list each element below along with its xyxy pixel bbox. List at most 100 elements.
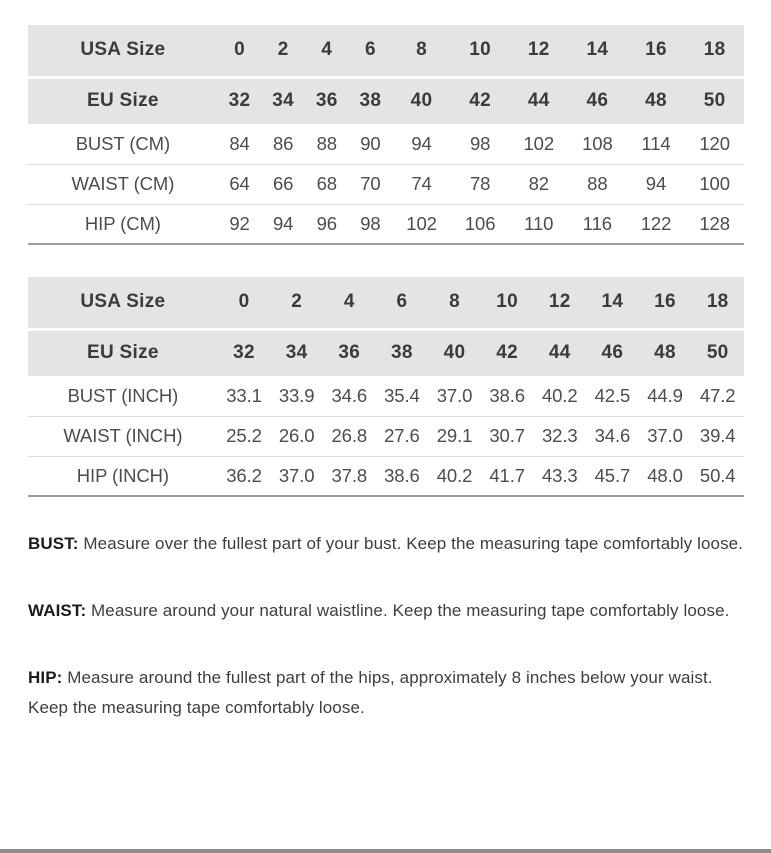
measurement-value-cell: 50.4 [691, 456, 744, 497]
measurement-value-cell: 78 [450, 164, 510, 205]
measurement-value-cell: 110 [509, 204, 569, 245]
measurement-value-cell: 98 [348, 204, 393, 245]
measurement-value-cell: 120 [685, 124, 744, 165]
size-value-cell: 18 [685, 25, 744, 79]
measurement-row-label: BUST (CM) [28, 124, 218, 165]
size-value-cell: 18 [691, 277, 744, 331]
size-value-cell: 50 [685, 77, 744, 124]
measurement-value-cell: 26.8 [322, 416, 376, 457]
measurement-value-cell: 39.4 [691, 416, 744, 457]
size-value-cell: 50 [691, 329, 744, 376]
measurement-value-cell: 108 [568, 124, 627, 165]
measurement-value-cell: 88 [568, 164, 627, 205]
measurement-value-cell: 64 [217, 164, 262, 205]
note-bust-text: Measure over the fullest part of your bu… [83, 534, 744, 553]
note-hip-text: Measure around the fullest part of the h… [28, 668, 713, 717]
measurement-value-cell: 30.7 [480, 416, 534, 457]
measurement-value-cell: 40.2 [533, 376, 587, 417]
size-table-inch: USA Size 0 2 4 6 8 10 12 14 16 18 EU Size 32 34 36 38 40… [28, 277, 744, 497]
note-waist-term: WAIST: [28, 601, 87, 620]
measurement-value-cell: 88 [304, 124, 349, 165]
size-value-cell: 10 [480, 277, 534, 331]
measurement-row: BUST (INCH) 33.1 33.9 34.6 35.4 37.0 38.6 40.2 4… [28, 376, 744, 417]
size-row-label: EU Size [28, 77, 218, 124]
size-value-cell: 2 [261, 25, 305, 79]
measurement-value-cell: 82 [509, 164, 569, 205]
measurement-value-cell: 92 [217, 204, 262, 245]
size-value-cell: 46 [568, 77, 627, 124]
measurement-value-cell: 70 [348, 164, 393, 205]
measurement-row: WAIST (INCH) 25.2 26.0 26.8 27.6 29.1 30.7 32.3… [28, 416, 744, 457]
size-value-cell: 10 [450, 25, 510, 79]
size-value-cell: 14 [568, 25, 627, 79]
size-value-cell: 32 [217, 77, 262, 124]
measurement-value-cell: 33.1 [217, 376, 271, 417]
measurement-value-cell: 90 [348, 124, 393, 165]
measurement-value-cell: 47.2 [691, 376, 744, 417]
measurement-value-cell: 86 [261, 124, 305, 165]
size-row-label: USA Size [28, 25, 218, 79]
measurement-row-label: WAIST (CM) [28, 164, 218, 205]
measurement-value-cell: 68 [304, 164, 349, 205]
measurement-row: HIP (CM) 92 94 96 98 102 106 110 116 122 128 [28, 204, 744, 245]
measurement-value-cell: 43.3 [533, 456, 587, 497]
measurement-value-cell: 102 [392, 204, 451, 245]
note-waist: WAIST: Measure around your natural waist… [28, 596, 744, 626]
size-value-cell: 4 [304, 25, 349, 79]
size-guide-page: USA Size 0 2 4 6 8 10 12 14 16 18 EU Size 32 34 36 38 40… [28, 25, 744, 723]
measurement-row: HIP (INCH) 36.2 37.0 37.8 38.6 40.2 41.7 43.3 45… [28, 456, 744, 497]
measurement-value-cell: 74 [392, 164, 451, 205]
measurement-value-cell: 38.6 [375, 456, 429, 497]
measurement-value-cell: 98 [450, 124, 510, 165]
size-value-cell: 34 [270, 329, 323, 376]
measurement-value-cell: 36.2 [217, 456, 271, 497]
size-value-cell: 8 [428, 277, 481, 331]
measurement-value-cell: 37.0 [638, 416, 692, 457]
measurement-value-cell: 42.5 [586, 376, 639, 417]
size-row-label: USA Size [28, 277, 218, 331]
measurement-value-cell: 128 [685, 204, 744, 245]
measurement-value-cell: 25.2 [217, 416, 271, 457]
measurement-value-cell: 37.0 [428, 376, 481, 417]
size-value-cell: 8 [392, 25, 451, 79]
size-value-cell: 38 [348, 77, 393, 124]
measurement-value-cell: 34.6 [322, 376, 376, 417]
size-value-cell: 40 [428, 329, 481, 376]
size-value-cell: 44 [533, 329, 587, 376]
size-value-cell: 38 [375, 329, 429, 376]
measurement-value-cell: 94 [626, 164, 686, 205]
size-value-cell: 4 [322, 277, 376, 331]
measurement-value-cell: 66 [261, 164, 305, 205]
size-value-cell: 6 [375, 277, 429, 331]
measurement-value-cell: 26.0 [270, 416, 323, 457]
measurement-value-cell: 116 [568, 204, 627, 245]
measurement-value-cell: 37.8 [322, 456, 376, 497]
size-value-cell: 40 [392, 77, 451, 124]
size-value-cell: 16 [626, 25, 686, 79]
size-value-cell: 0 [217, 277, 271, 331]
size-value-cell: 34 [261, 77, 305, 124]
bottom-divider [0, 849, 771, 853]
size-value-cell: 42 [450, 77, 510, 124]
size-value-cell: 12 [533, 277, 587, 331]
measurement-value-cell: 27.6 [375, 416, 429, 457]
size-table-cm: USA Size 0 2 4 6 8 10 12 14 16 18 EU Size 32 34 36 38 40… [28, 25, 744, 245]
measurement-value-cell: 34.6 [586, 416, 639, 457]
size-value-cell: 0 [217, 25, 262, 79]
size-value-cell: 48 [638, 329, 692, 376]
size-value-cell: 44 [509, 77, 569, 124]
header-row-eu-size: EU Size 32 34 36 38 40 42 44 46 48 50 [28, 77, 744, 124]
size-value-cell: 48 [626, 77, 686, 124]
size-value-cell: 42 [480, 329, 534, 376]
measurement-value-cell: 35.4 [375, 376, 429, 417]
size-value-cell: 36 [322, 329, 376, 376]
measurement-value-cell: 38.6 [480, 376, 534, 417]
header-row-usa-size: USA Size 0 2 4 6 8 10 12 14 16 18 [28, 25, 744, 79]
size-value-cell: 16 [638, 277, 692, 331]
measurement-row: BUST (CM) 84 86 88 90 94 98 102 108 114 120 [28, 124, 744, 165]
measurement-value-cell: 48.0 [638, 456, 692, 497]
note-waist-text: Measure around your natural waistline. K… [91, 601, 730, 620]
measuring-notes: BUST: Measure over the fullest part of y… [28, 529, 744, 723]
measurement-row-label: BUST (INCH) [28, 376, 218, 417]
measurement-value-cell: 32.3 [533, 416, 587, 457]
